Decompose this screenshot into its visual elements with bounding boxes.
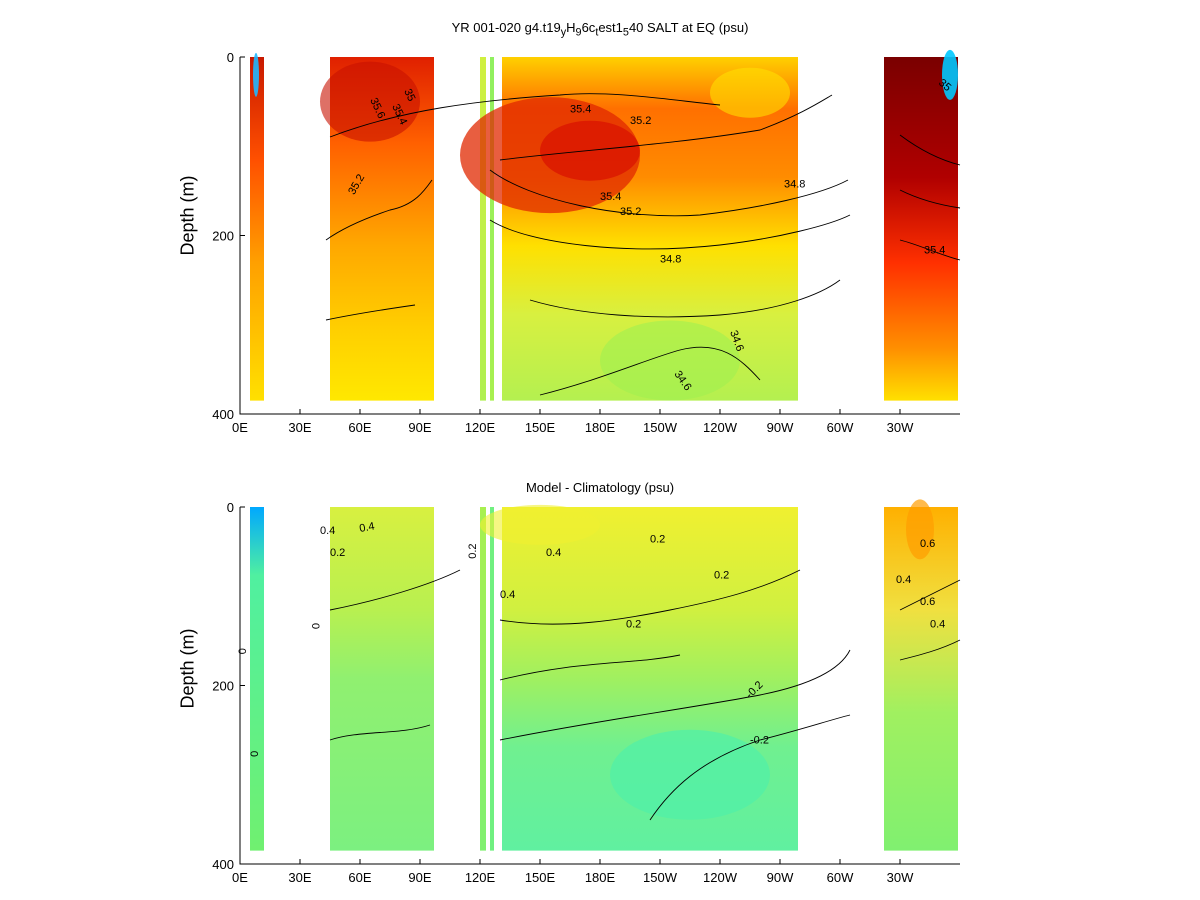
field-patch — [610, 729, 770, 820]
field-patch — [320, 61, 420, 142]
contour-label: 0.6 — [920, 596, 935, 608]
contour-label: 0.6 — [920, 538, 935, 550]
contour-label: 0 — [249, 751, 261, 757]
contour-label: 0.2 — [714, 569, 729, 581]
x-tick-label: 120W — [703, 870, 738, 885]
ocean-segment — [480, 507, 486, 851]
x-tick-label: 150E — [525, 420, 556, 435]
x-tick-label: 30W — [887, 870, 914, 885]
field-patch — [480, 504, 600, 545]
contour-label: 35 — [401, 87, 417, 103]
y-tick-label: 200 — [212, 679, 234, 694]
x-tick-label: 150W — [643, 870, 678, 885]
x-tick-label: 30W — [887, 420, 914, 435]
contour-line — [899, 134, 961, 166]
ocean-segment — [884, 57, 958, 401]
contour-label: 34.8 — [660, 253, 681, 265]
contour-line — [899, 639, 961, 661]
contour-label: 0.2 — [626, 618, 641, 630]
difference-heatmap: 0.4 0.40.200.2 0.40.40.20.20.2-0.2-0.20.60… — [212, 499, 961, 885]
x-tick-label: 150E — [525, 870, 556, 885]
field-patch — [906, 499, 934, 560]
field-patch — [710, 67, 790, 118]
contour-label: 0.4 — [320, 525, 335, 537]
contour-line — [529, 279, 841, 318]
x-tick-label: 150W — [643, 420, 678, 435]
contour-label: 0.4 — [896, 574, 911, 586]
contour-label: 35.2 — [620, 206, 641, 218]
x-tick-label: 60W — [827, 870, 854, 885]
contour-line — [325, 179, 433, 241]
contour-label: 34.8 — [784, 178, 805, 190]
contour-label: 0.2 — [650, 534, 665, 546]
x-tick-label: 30E — [288, 420, 311, 435]
y-tick-label: 0 — [227, 50, 234, 65]
y-axis-label-2: Depth (m) — [177, 628, 198, 709]
difference-panel: Model - Climatology (psu) Depth (m) 0.4 0… — [0, 450, 1200, 900]
field-patch — [942, 49, 958, 100]
contour-line — [325, 304, 416, 321]
x-tick-label: 180E — [585, 870, 616, 885]
chart-title-2: Model - Climatology (psu) — [525, 480, 675, 495]
contour-line — [649, 714, 851, 821]
salinity-heatmap: 35.6 35.43535.435.235.435.234.834.834.634… — [212, 49, 961, 435]
y-axis-label: Depth (m) — [177, 175, 198, 256]
contour-label: 0 — [309, 623, 321, 629]
contour-line — [499, 649, 851, 741]
x-tick-label: 90W — [767, 420, 794, 435]
x-tick-label: 120E — [465, 870, 496, 885]
contour-line — [489, 169, 849, 217]
contour-label: 0.4 — [546, 547, 561, 559]
ocean-segment — [480, 57, 486, 401]
field-patch — [600, 320, 740, 401]
x-tick-label: 60E — [348, 870, 371, 885]
y-tick-label: 0 — [227, 500, 234, 515]
contour-line — [329, 724, 431, 741]
x-tick-label: 120E — [465, 420, 496, 435]
contour-label: 35.4 — [924, 244, 945, 256]
salinity-panel: YR 001-020 g4.t19yH96ctest1540 SALT at E… — [177, 20, 961, 435]
x-tick-label: 120W — [703, 420, 738, 435]
contour-label: 0.2 — [467, 543, 479, 558]
ocean-segment — [490, 57, 494, 401]
x-tick-label: 90E — [408, 420, 431, 435]
x-tick-label: 0E — [232, 870, 248, 885]
contour-line — [499, 654, 681, 681]
contour-line — [899, 189, 961, 209]
x-tick-label: 60E — [348, 420, 371, 435]
contour-line — [899, 239, 961, 261]
x-tick-label: 90W — [767, 870, 794, 885]
contour-label: 0.4 — [930, 618, 945, 630]
x-tick-label: 0E — [232, 420, 248, 435]
contour-line — [329, 93, 721, 138]
contour-line — [329, 569, 461, 611]
ocean-segment — [490, 507, 494, 851]
contour-label: 0.4 — [358, 520, 375, 534]
ocean-segment — [330, 507, 434, 851]
contour-label: -0.2 — [750, 735, 769, 747]
contour-label: 35.4 — [600, 191, 621, 203]
y-tick-label: 400 — [212, 857, 234, 872]
ocean-segment — [884, 507, 958, 851]
ocean-segment — [250, 57, 264, 401]
contour-line — [489, 214, 851, 250]
y-tick-label: 400 — [212, 407, 234, 422]
x-tick-label: 180E — [585, 420, 616, 435]
contour-label: 0 — [237, 648, 249, 654]
y-tick-label: 200 — [212, 229, 234, 244]
contour-label: 35.4 — [570, 103, 591, 115]
field-patch — [253, 52, 259, 97]
contour-line — [499, 569, 801, 625]
x-tick-label: 60W — [827, 420, 854, 435]
contour-line — [539, 346, 761, 396]
contour-line — [499, 94, 833, 161]
contour-label: 0.4 — [500, 589, 515, 601]
x-tick-label: 30E — [288, 870, 311, 885]
contour-label: 0.2 — [330, 547, 345, 559]
ocean-segment — [250, 507, 264, 851]
chart-title: YR 001-020 g4.t19yH96ctest1540 SALT at E… — [451, 20, 749, 39]
contour-label: 35.2 — [630, 115, 651, 127]
contour-line — [899, 579, 961, 611]
x-tick-label: 90E — [408, 870, 431, 885]
